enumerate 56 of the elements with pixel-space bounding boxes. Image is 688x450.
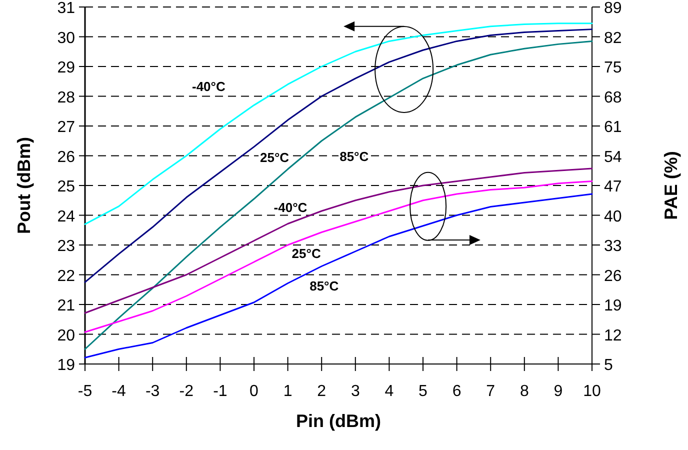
x-axis-title: Pin (dBm) [296, 411, 381, 431]
x-tick-label: 10 [583, 383, 601, 400]
x-tick-label: 2 [317, 383, 326, 400]
series-label: 85°C [340, 148, 370, 164]
y-tick-label: 24 [57, 208, 76, 226]
line-series [84, 28, 593, 283]
y2-tick-label: 19 [604, 298, 622, 314]
y-tick-label: 23 [57, 238, 76, 255]
line-series [84, 180, 593, 333]
x-tick-label: 9 [554, 383, 563, 400]
y-tick-label: 21 [57, 298, 76, 314]
x-tick-label: 8 [520, 383, 529, 400]
x-tick-label: -4 [112, 383, 126, 400]
y-tick-label: 27 [57, 119, 76, 136]
series-label: 25°C [292, 246, 322, 261]
y2-tick-label: 47 [604, 178, 622, 196]
y2-tick-label: 68 [604, 89, 622, 106]
x-tick-label: 0 [250, 383, 259, 400]
y2-tick-label: 5 [604, 357, 613, 374]
line-series [84, 193, 593, 358]
line-series [84, 22, 593, 225]
y2-tick-label: 75 [604, 60, 622, 76]
series-label: 85°C [310, 278, 340, 294]
y-tick-label: 22 [57, 268, 76, 285]
y-tick-label: 30 [57, 30, 76, 47]
y2-tick-label: 12 [604, 327, 622, 344]
line-series [84, 168, 593, 314]
y-tick-label: 20 [57, 327, 76, 344]
x-tick-label: -5 [78, 383, 92, 400]
y2-tick-label: 33 [604, 238, 622, 255]
line-series [84, 40, 593, 350]
y2-tick-label: 26 [604, 268, 622, 285]
y2-tick-label: 40 [604, 208, 622, 226]
y2-axis-title: PAE (%) [661, 151, 681, 220]
y-tick-label: 28 [57, 89, 76, 106]
x-tick-label: -1 [213, 383, 228, 400]
y-tick-label: 31 [57, 0, 76, 17]
y2-tick-label: 82 [604, 30, 622, 47]
y-tick-label: 29 [57, 60, 76, 76]
x-tick-label: -2 [179, 383, 194, 400]
y-axis-title: Pout (dBm) [14, 137, 34, 234]
x-tick-label: 4 [384, 383, 394, 400]
x-tick-label: -3 [145, 383, 160, 400]
y2-tick-label: 89 [604, 0, 622, 17]
y2-tick-label: 54 [604, 148, 622, 166]
y-tick-label: 19 [57, 357, 76, 374]
x-tick-label: 6 [452, 383, 462, 400]
series-label: -40°C [274, 200, 308, 215]
y-tick-label: 25 [57, 178, 76, 196]
x-tick-label: 3 [350, 383, 360, 400]
y-tick-label: 26 [57, 148, 76, 166]
x-tick-label: 7 [486, 383, 496, 400]
series-label: -40°C [192, 79, 226, 94]
y2-tick-label: 61 [604, 119, 622, 136]
x-tick-label: 1 [283, 383, 292, 400]
x-tick-label: 5 [418, 383, 428, 400]
